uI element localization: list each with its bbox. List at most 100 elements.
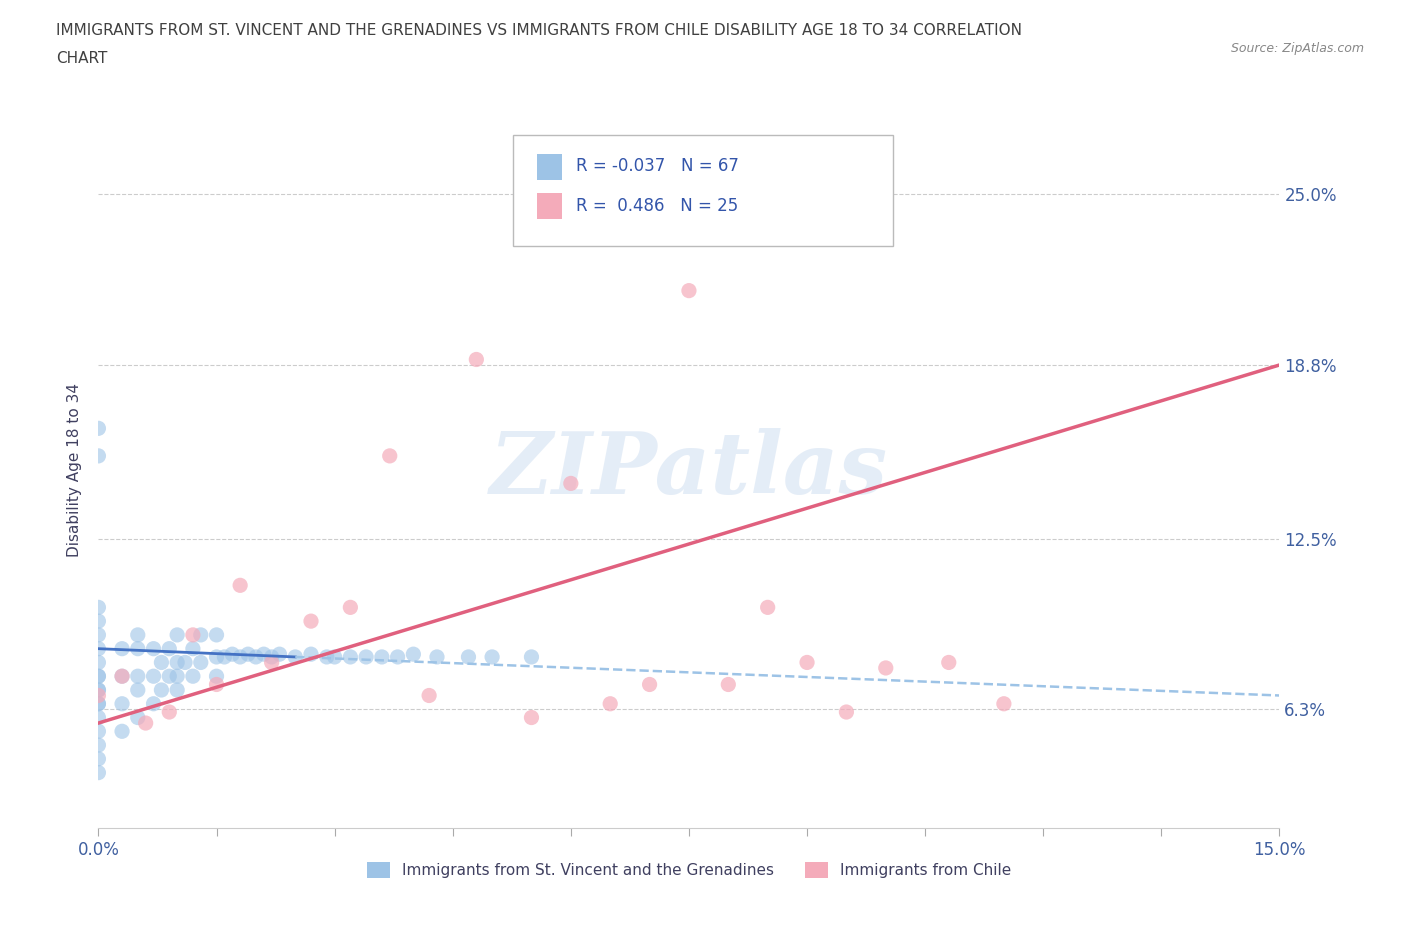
Text: Source: ZipAtlas.com: Source: ZipAtlas.com [1230,42,1364,55]
Point [157,642,180,657]
Point [205,628,228,643]
Point [87,642,110,657]
Point [299,614,322,629]
Point [229,578,252,592]
Point [166,655,188,670]
Point [127,711,149,725]
Point [481,649,503,664]
Point [835,705,858,720]
Point [87,697,110,711]
Point [520,649,543,664]
Point [402,646,425,661]
Point [142,697,165,711]
Point [87,683,110,698]
Point [127,683,149,698]
Point [87,655,110,670]
Y-axis label: Disability Age 18 to 34: Disability Age 18 to 34 [67,382,83,557]
Point [142,669,165,684]
Point [166,628,188,643]
Point [174,655,197,670]
Point [387,649,409,664]
Point [87,688,110,703]
Point [796,655,818,670]
Point [315,649,337,664]
Point [339,649,361,664]
Point [599,697,621,711]
Point [87,669,110,684]
Point [150,683,173,698]
Point [205,669,228,684]
Point [457,649,479,664]
Point [87,448,110,463]
Point [260,649,283,664]
Point [190,628,212,643]
Point [127,628,149,643]
Point [150,655,173,670]
Text: ZIPatlas: ZIPatlas [489,428,889,512]
Point [135,715,157,730]
Point [111,697,134,711]
Point [166,683,188,698]
Point [214,649,236,664]
Text: CHART: CHART [56,51,108,66]
Point [418,688,440,703]
Point [157,669,180,684]
Point [87,724,110,738]
Point [253,646,276,661]
Point [87,683,110,698]
Point [87,421,110,436]
Point [354,649,377,664]
Point [87,628,110,643]
Point [87,711,110,725]
Point [181,642,204,657]
Point [245,649,267,664]
Point [875,660,897,675]
Point [181,669,204,684]
Point [638,677,661,692]
Point [269,646,291,661]
Point [87,669,110,684]
Point [87,737,110,752]
Point [756,600,779,615]
Point [87,600,110,615]
Point [205,649,228,664]
Point [323,649,346,664]
Point [426,649,449,664]
Point [142,642,165,657]
Point [560,476,582,491]
Point [520,711,543,725]
Point [236,646,259,661]
Point [221,646,243,661]
Point [260,655,283,670]
Point [111,669,134,684]
Point [284,649,307,664]
Legend: Immigrants from St. Vincent and the Grenadines, Immigrants from Chile: Immigrants from St. Vincent and the Gren… [361,856,1017,884]
Point [111,669,134,684]
Point [678,284,700,299]
Point [938,655,960,670]
Point [717,677,740,692]
Text: R = -0.037   N = 67: R = -0.037 N = 67 [576,157,740,176]
Point [127,669,149,684]
Point [465,352,488,367]
Point [111,724,134,738]
Text: R =  0.486   N = 25: R = 0.486 N = 25 [576,196,738,215]
Point [371,649,394,664]
Point [339,600,361,615]
Point [157,705,180,720]
Point [127,642,149,657]
Point [299,646,322,661]
Point [166,669,188,684]
Point [378,448,401,463]
Point [205,677,228,692]
Point [87,751,110,766]
Point [87,765,110,780]
Point [87,697,110,711]
Text: IMMIGRANTS FROM ST. VINCENT AND THE GRENADINES VS IMMIGRANTS FROM CHILE DISABILI: IMMIGRANTS FROM ST. VINCENT AND THE GREN… [56,23,1022,38]
Point [87,614,110,629]
Point [181,628,204,643]
Point [993,697,1015,711]
Point [190,655,212,670]
Point [229,649,252,664]
Point [111,642,134,657]
